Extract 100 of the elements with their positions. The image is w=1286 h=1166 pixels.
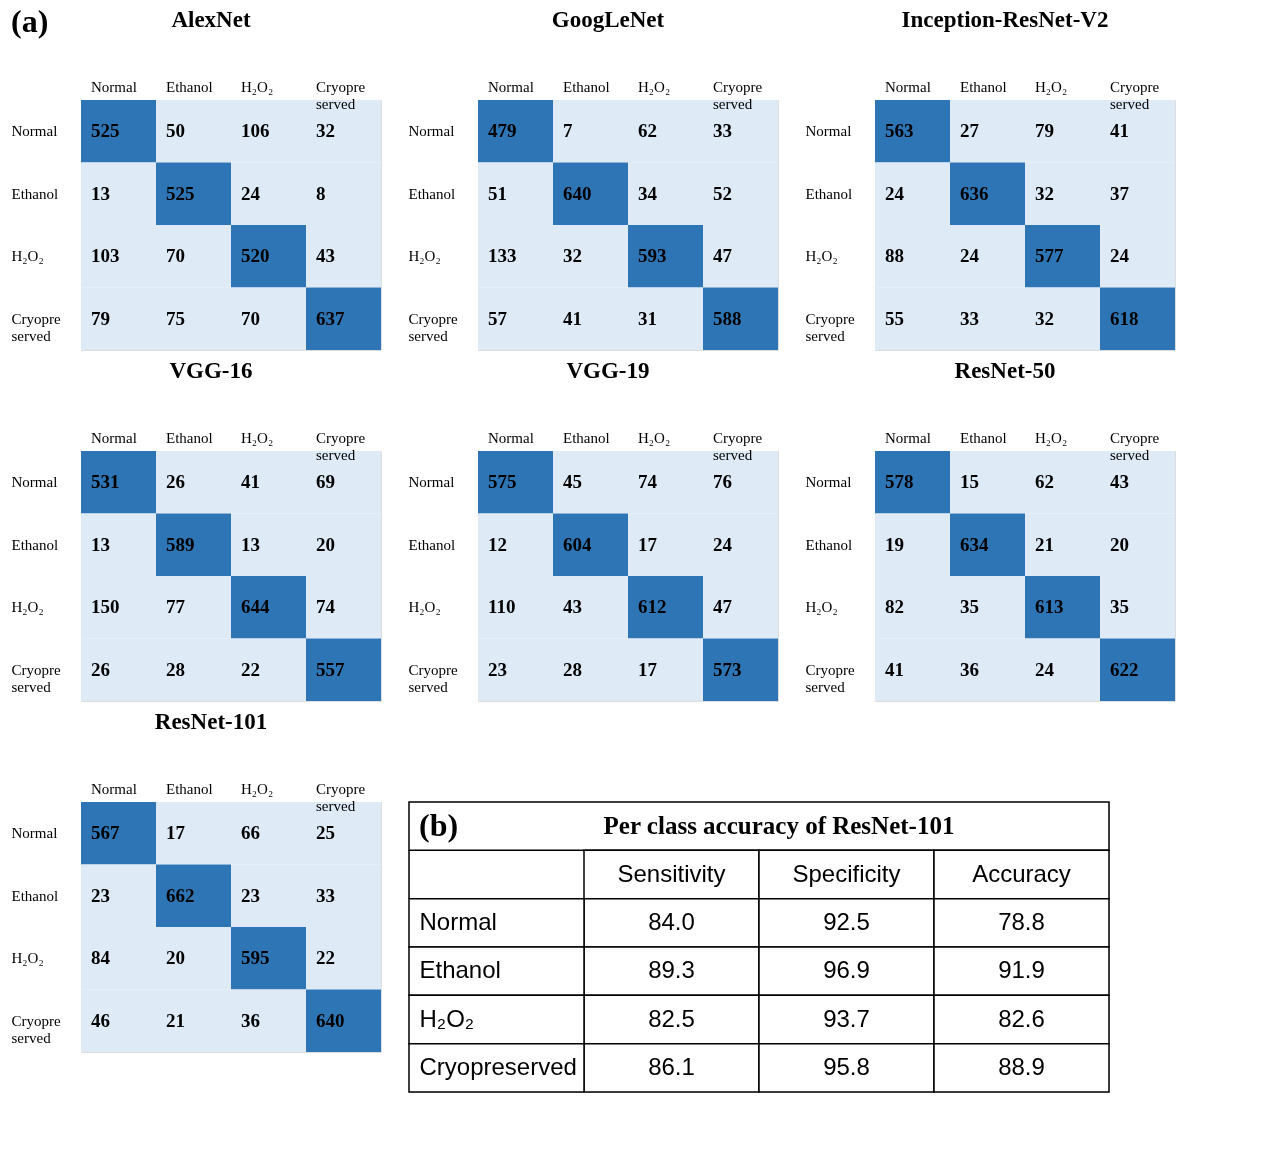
y-tick-label: Cryopre served <box>11 310 61 344</box>
x-tick-label: Cryopre served <box>1110 78 1160 112</box>
data-label: 69 <box>316 471 335 493</box>
data-label: 662 <box>166 884 195 906</box>
data-label: 24 <box>885 182 905 204</box>
data-label: 17 <box>638 533 658 555</box>
data-label: 636 <box>960 182 989 204</box>
y-tick-label: Normal <box>11 474 58 491</box>
data-label: 525 <box>166 182 195 204</box>
y-tick-label: Ethanol <box>11 185 59 202</box>
y-tick-label: Ethanol <box>11 887 59 904</box>
data-label: 613 <box>1035 596 1064 618</box>
y-tick-label: H₂O₂ <box>805 599 838 616</box>
data-label: 34 <box>638 182 658 204</box>
data-label: 577 <box>1035 245 1064 267</box>
x-tick-label: Cryopre served <box>713 429 763 463</box>
data-label: 479 <box>488 120 517 142</box>
data-label: 12 <box>488 533 507 555</box>
data-label: 51 <box>488 182 507 204</box>
x-tick-label: H₂O₂ <box>1035 429 1068 446</box>
x-tick-label: Cryopre served <box>316 429 366 463</box>
chart-title: VGG-19 <box>566 358 650 383</box>
y-tick-label: H₂O₂ <box>408 248 441 265</box>
data-label: 7 <box>563 120 573 142</box>
data-label: 35 <box>1110 596 1129 618</box>
data-label: 567 <box>91 822 120 844</box>
data-label: 604 <box>563 533 592 555</box>
data-label: 46 <box>91 1009 110 1031</box>
data-label: 76 <box>713 471 732 493</box>
x-tick-label: Cryopre served <box>316 78 366 112</box>
text: 82.5 <box>648 1004 695 1032</box>
x-tick-label: Normal <box>91 78 137 95</box>
data-label: 57 <box>488 307 508 329</box>
text: 91.9 <box>998 956 1045 984</box>
x-tick-label: Normal <box>91 429 137 446</box>
data-label: 640 <box>316 1009 345 1031</box>
y-tick-label: Normal <box>805 474 852 491</box>
y-tick-label: H₂O₂ <box>11 248 44 265</box>
data-label: 20 <box>1110 533 1129 555</box>
data-label: 41 <box>1110 120 1129 142</box>
data-label: 33 <box>713 120 732 142</box>
y-tick-label: H₂O₂ <box>408 599 441 616</box>
data-label: 32 <box>1035 307 1054 329</box>
data-label: 43 <box>316 245 335 267</box>
y-tick-label: Normal <box>11 123 58 140</box>
data-label: 43 <box>563 596 582 618</box>
data-label: 32 <box>316 120 335 142</box>
y-tick-label: Cryopre served <box>408 310 458 344</box>
y-tick-label: Normal <box>408 123 455 140</box>
data-label: 531 <box>91 471 120 493</box>
data-label: 133 <box>488 245 517 267</box>
x-tick-label: Cryopre served <box>316 780 366 814</box>
y-tick-label: H₂O₂ <box>11 599 44 616</box>
data-label: 35 <box>960 596 979 618</box>
data-label: 74 <box>316 596 336 618</box>
data-label: 82 <box>885 596 904 618</box>
text: 92.5 <box>823 907 870 935</box>
data-label: 13 <box>91 182 110 204</box>
data-label: 13 <box>241 533 260 555</box>
category-label: Sensitivity <box>617 859 726 887</box>
y-tick-label: Ethanol <box>408 536 456 553</box>
y-tick-label: Cryopre served <box>805 310 855 344</box>
y-tick-label: Cryopre served <box>805 661 855 695</box>
x-tick-label: H₂O₂ <box>241 78 274 95</box>
data-label: 19 <box>885 533 904 555</box>
text: (a) <box>11 3 49 39</box>
data-label: 150 <box>91 596 120 618</box>
y-tick-label: H₂O₂ <box>805 248 838 265</box>
x-tick-label: Normal <box>885 78 931 95</box>
data-label: 47 <box>713 596 733 618</box>
x-tick-label: Ethanol <box>960 429 1007 446</box>
data-label: 110 <box>488 596 516 618</box>
data-label: 88 <box>885 245 904 267</box>
data-label: 23 <box>91 884 110 906</box>
chart-title: AlexNet <box>171 7 251 32</box>
x-tick-label: Cryopre served <box>713 78 763 112</box>
data-label: 13 <box>91 533 110 555</box>
data-label: 588 <box>713 307 742 329</box>
data-label: 62 <box>638 120 657 142</box>
x-tick-label: Ethanol <box>960 78 1007 95</box>
data-label: 557 <box>316 658 345 680</box>
x-tick-label: H₂O₂ <box>1035 78 1068 95</box>
data-label: 32 <box>1035 182 1054 204</box>
data-label: 62 <box>1035 471 1054 493</box>
data-label: 75 <box>166 307 185 329</box>
data-label: 578 <box>885 471 914 493</box>
y-tick-label: Ethanol <box>408 185 456 202</box>
data-label: 21 <box>166 1009 185 1031</box>
category-label: Accuracy <box>972 859 1071 887</box>
data-label: 50 <box>166 120 185 142</box>
x-tick-label: H₂O₂ <box>638 78 671 95</box>
y-tick-label: Normal <box>11 825 58 842</box>
text: 95.8 <box>823 1052 870 1080</box>
data-label: 32 <box>563 245 582 267</box>
x-tick-label: Cryopre served <box>1110 429 1160 463</box>
data-label: 575 <box>488 471 517 493</box>
data-label: 36 <box>960 658 979 680</box>
data-label: 47 <box>713 245 733 267</box>
data-label: 563 <box>885 120 914 142</box>
data-label: 612 <box>638 596 667 618</box>
